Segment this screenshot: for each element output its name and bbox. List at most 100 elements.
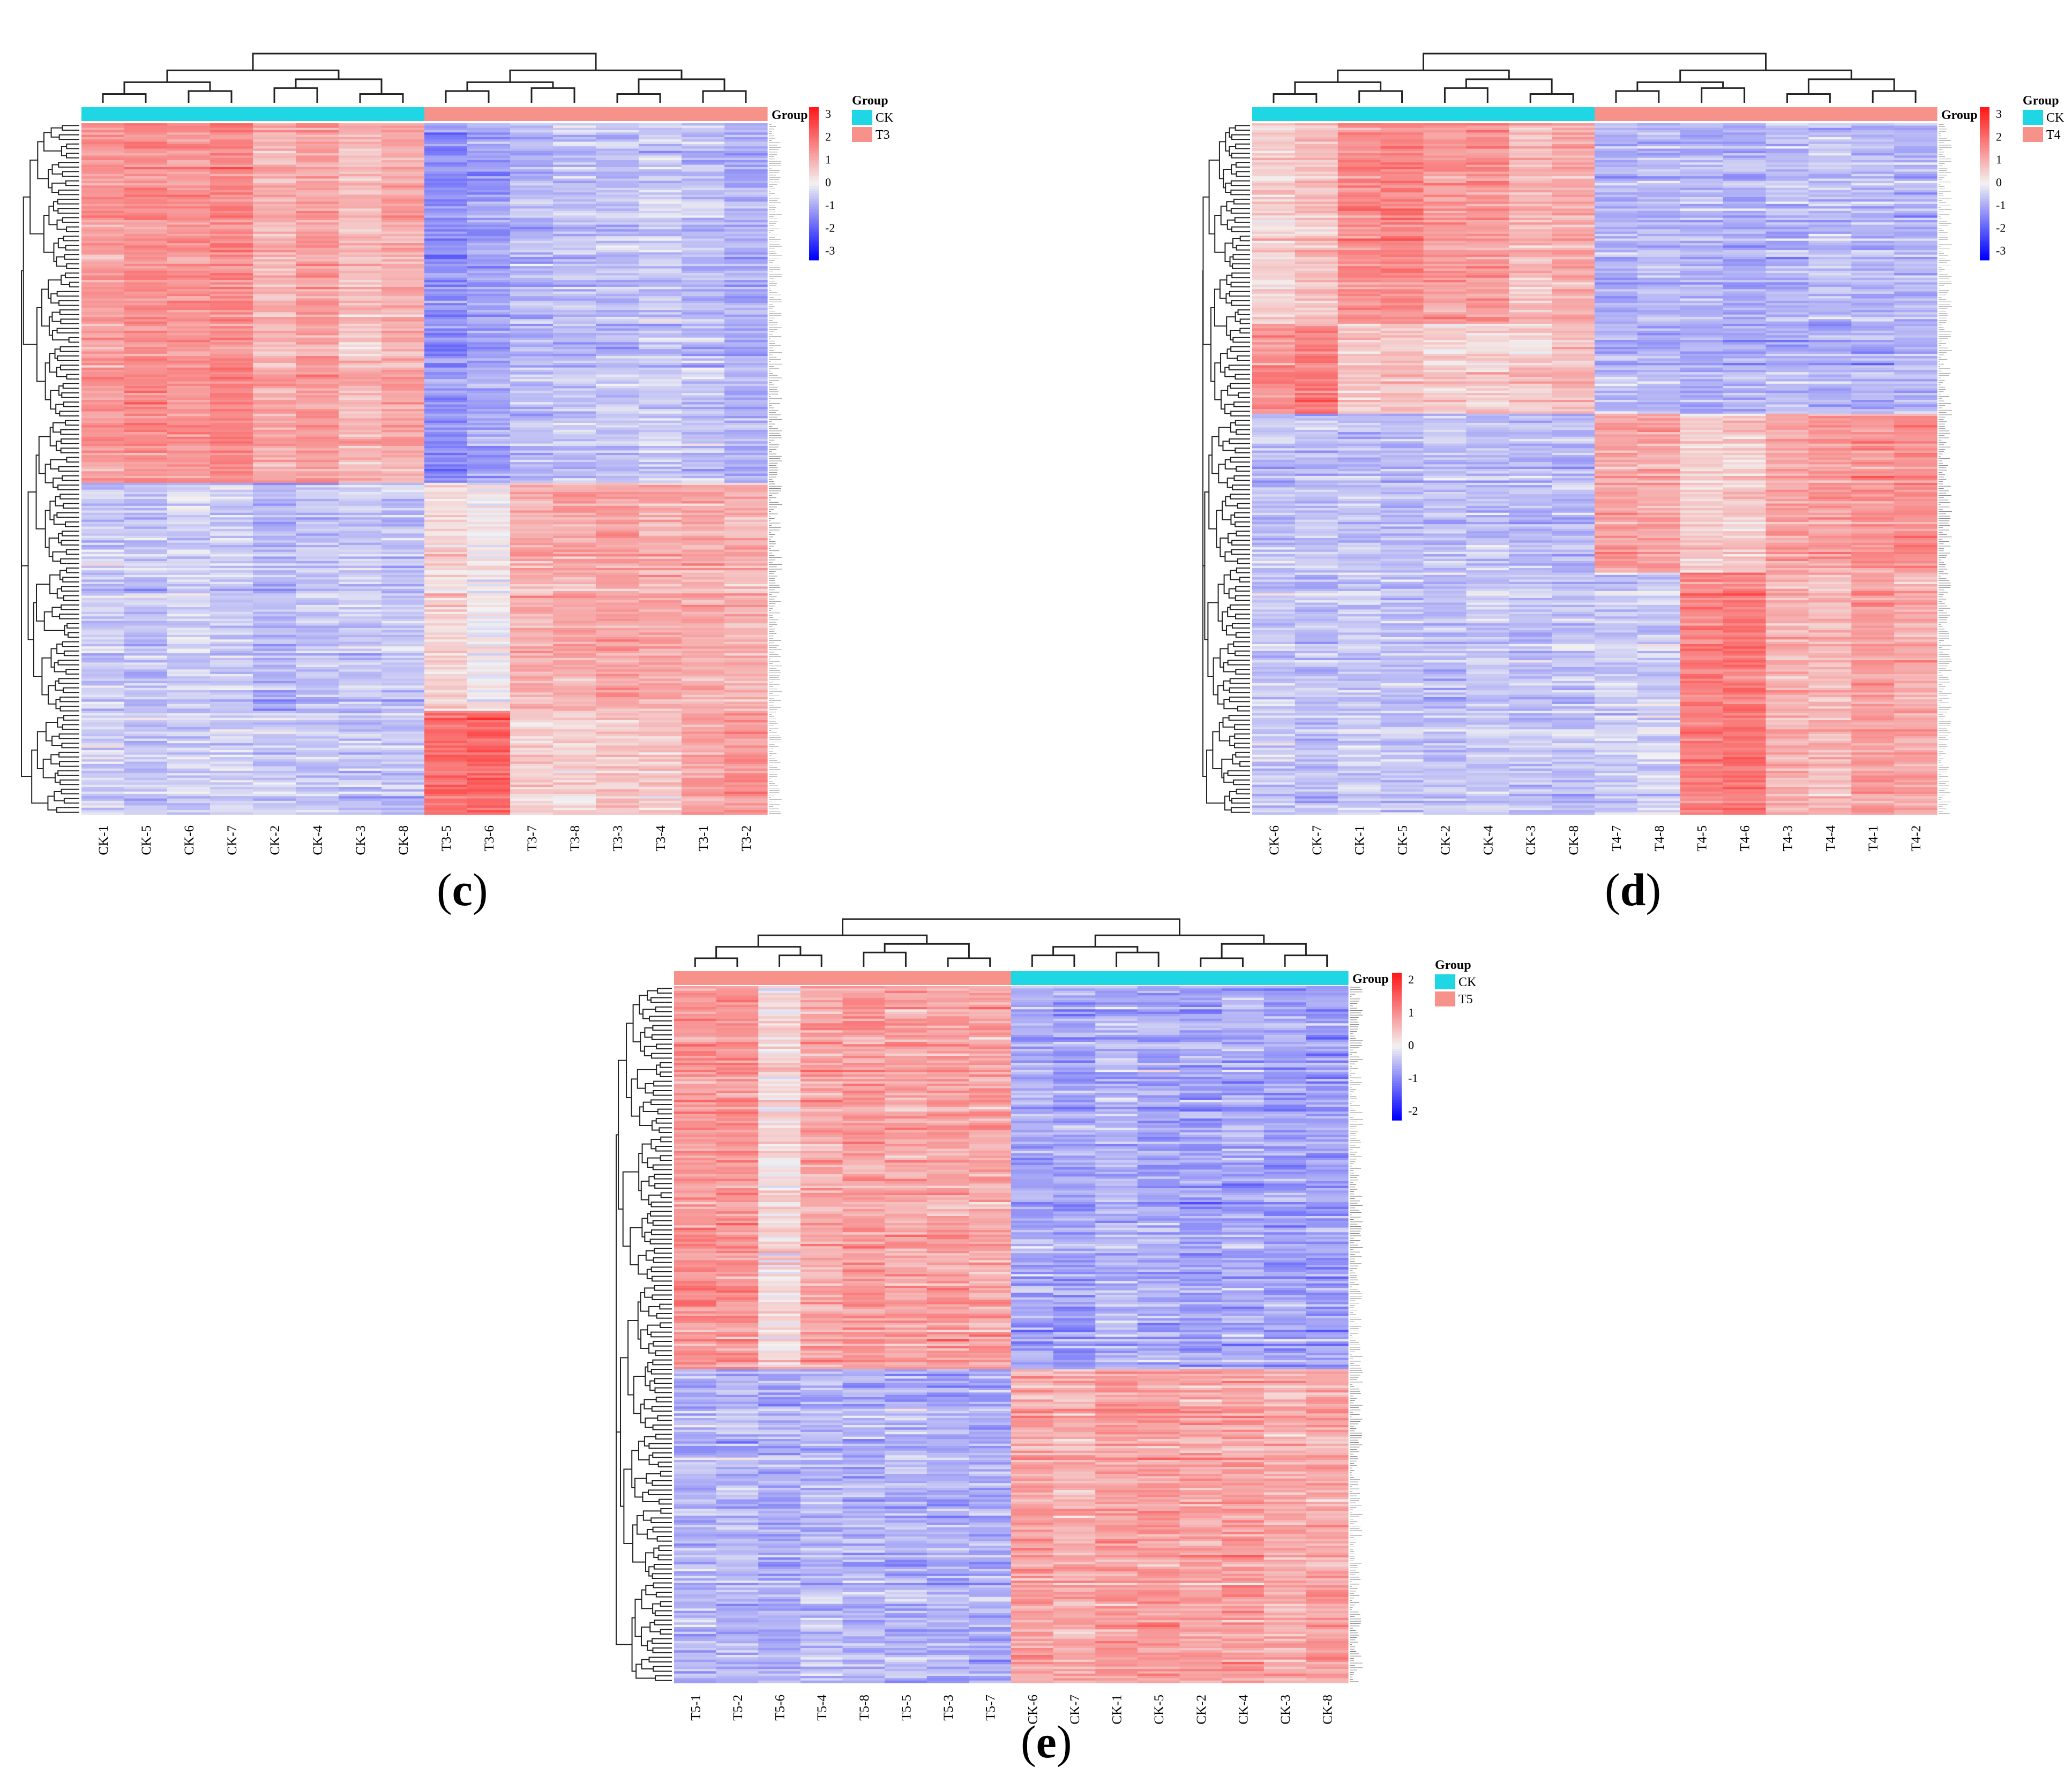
heatmap-cell xyxy=(682,683,725,686)
heatmap-cell xyxy=(424,190,468,193)
heatmap-cell xyxy=(296,805,339,808)
heatmap-cell xyxy=(682,748,725,751)
heatmap-cell xyxy=(210,605,253,608)
heatmap-cell xyxy=(253,672,296,675)
heatmap-cell xyxy=(81,404,125,407)
heatmap-cell xyxy=(467,628,511,631)
heatmap-cell xyxy=(682,213,725,216)
heatmap-cell xyxy=(553,572,596,576)
heatmap-cell xyxy=(682,775,725,778)
heatmap-cell xyxy=(253,729,296,732)
heatmap-cell xyxy=(682,188,725,191)
heatmap-cell xyxy=(382,498,425,502)
heatmap-cell xyxy=(253,766,296,769)
heatmap-cell xyxy=(596,798,639,801)
heatmap-cell xyxy=(467,732,511,735)
heatmap-cell xyxy=(253,533,296,536)
heatmap-cell xyxy=(639,144,682,147)
heatmap-cell xyxy=(124,314,168,317)
heatmap-cell xyxy=(510,331,553,333)
heatmap-cell xyxy=(296,494,339,497)
heatmap-cell xyxy=(510,227,553,230)
heatmap-cell xyxy=(382,526,425,529)
heatmap-cell xyxy=(639,190,682,193)
heatmap-cell xyxy=(724,609,768,613)
heatmap-cell xyxy=(467,324,511,326)
heatmap-cell xyxy=(296,736,339,739)
heatmap-cell xyxy=(639,312,682,315)
heatmap-cell xyxy=(724,662,768,666)
heatmap-cell xyxy=(167,764,211,767)
heatmap-cell xyxy=(296,577,339,580)
heatmap-cell xyxy=(467,489,511,493)
heatmap-cell xyxy=(296,538,339,541)
heatmap-cell xyxy=(296,268,339,271)
heatmap-cell xyxy=(682,319,725,322)
heatmap-cell xyxy=(596,324,639,326)
heatmap-cell xyxy=(124,174,168,177)
heatmap-cell xyxy=(339,674,382,677)
heatmap-cell xyxy=(510,427,553,430)
heatmap-cell xyxy=(253,319,296,322)
heatmap-cell xyxy=(167,344,211,347)
heatmap-cell xyxy=(382,602,425,606)
heatmap-cell xyxy=(510,347,553,349)
heatmap-cell xyxy=(167,409,211,412)
heatmap-cell xyxy=(124,397,168,400)
heatmap-cell xyxy=(639,469,682,472)
heatmap-cell xyxy=(339,411,382,414)
heatmap-cell xyxy=(682,743,725,746)
heatmap-cell xyxy=(682,642,725,645)
heatmap-cell xyxy=(81,423,125,426)
heatmap-cell xyxy=(382,646,425,649)
heatmap-cell xyxy=(339,646,382,649)
heatmap-cell xyxy=(724,618,768,622)
heatmap-cell xyxy=(296,676,339,679)
heatmap-cell xyxy=(210,291,253,294)
heatmap-cell xyxy=(382,771,425,774)
heatmap-cell xyxy=(510,695,553,698)
heatmap-cell xyxy=(639,764,682,767)
heatmap-cell xyxy=(639,549,682,553)
heatmap-cell xyxy=(682,409,725,412)
heatmap-cell xyxy=(553,146,596,149)
heatmap-cell xyxy=(124,291,168,294)
heatmap-cell xyxy=(210,255,253,257)
heatmap-cell xyxy=(253,678,296,682)
heatmap-cell xyxy=(81,572,125,576)
heatmap-cell xyxy=(467,752,511,755)
heatmap-cell xyxy=(339,681,382,684)
heatmap-cell xyxy=(382,285,425,287)
heatmap-cell xyxy=(682,660,725,663)
heatmap-cell xyxy=(510,206,553,209)
heatmap-cell xyxy=(424,278,468,280)
heatmap-cell xyxy=(339,386,382,389)
heatmap-cell xyxy=(167,462,211,465)
heatmap-cell xyxy=(167,301,211,303)
heatmap-cell xyxy=(596,658,639,661)
heatmap-cell xyxy=(553,785,596,787)
heatmap-cell xyxy=(253,285,296,287)
heatmap-cell xyxy=(382,732,425,735)
group-strip-cell xyxy=(339,107,382,121)
heatmap-cell xyxy=(639,646,682,649)
heatmap-cell xyxy=(253,704,296,707)
heatmap-cell xyxy=(81,393,125,396)
heatmap-cell xyxy=(639,370,682,372)
heatmap-cell xyxy=(682,766,725,769)
heatmap-cell xyxy=(81,722,125,725)
heatmap-cell xyxy=(424,581,468,585)
heatmap-cell xyxy=(382,648,425,652)
heatmap-cell xyxy=(339,785,382,787)
heatmap-cell xyxy=(167,692,211,695)
heatmap-cell xyxy=(296,280,339,283)
heatmap-cell xyxy=(510,390,553,393)
heatmap-cell xyxy=(510,801,553,804)
heatmap-cell xyxy=(424,648,468,652)
heatmap-cell xyxy=(553,243,596,246)
heatmap-cell xyxy=(424,639,468,643)
heatmap-cell xyxy=(253,600,296,603)
heatmap-cell xyxy=(424,528,468,532)
heatmap-cell xyxy=(81,459,125,463)
heatmap-cell xyxy=(296,264,339,267)
